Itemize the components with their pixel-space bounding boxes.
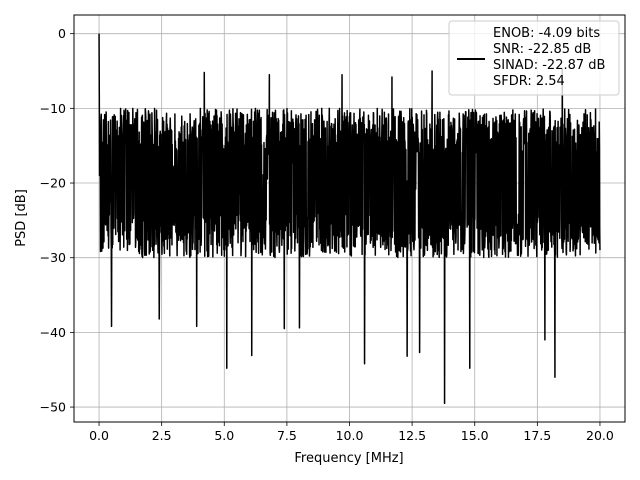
y-tick-label: −10: [40, 101, 66, 116]
x-axis-label: Frequency [MHz]: [294, 451, 403, 466]
psd-series-line: [98, 33, 601, 405]
ticks: 0.0 2.5 5.0 7.5 10.0 12.5 15.0 17.5 20.0 0 −10 −20 −…: [40, 26, 614, 443]
legend-entry-line: SINAD: -22.87 dB: [493, 58, 605, 73]
x-tick-label: 10.0: [336, 428, 364, 443]
x-tick-label: 2.5: [152, 428, 172, 443]
y-axis-label: PSD [dB]: [14, 189, 29, 247]
plot-area: [98, 33, 601, 405]
y-tick-label: −50: [40, 400, 66, 415]
x-tick-label: 12.5: [398, 428, 426, 443]
legend-entry-line: SFDR: 2.54: [493, 74, 565, 89]
x-tick-label: 0.0: [89, 428, 109, 443]
x-tick-label: 20.0: [586, 428, 614, 443]
legend-entry-line: ENOB: -4.09 bits: [493, 26, 600, 41]
y-tick-label: −20: [40, 176, 66, 191]
x-tick-label: 17.5: [523, 428, 551, 443]
x-tick-label: 7.5: [277, 428, 297, 443]
legend-box: [448, 20, 620, 96]
legend-entry-line: SNR: -22.85 dB: [493, 42, 591, 57]
x-tick-label: 5.0: [214, 428, 234, 443]
y-tick-label: −30: [40, 250, 66, 265]
y-tick-label: −40: [40, 325, 66, 340]
x-tick-label: 15.0: [461, 428, 489, 443]
y-tick-label: 0: [58, 26, 66, 41]
